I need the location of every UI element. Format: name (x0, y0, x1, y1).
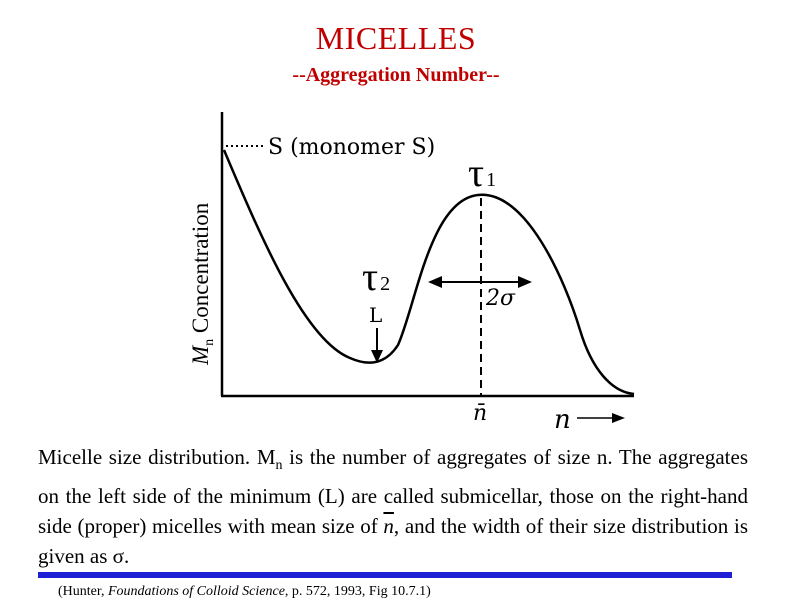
mean-label: n̄ (473, 401, 487, 426)
figure-caption: Micelle size distribution. Mn is the num… (38, 445, 749, 569)
width-arrowhead-left (428, 276, 442, 288)
page-title: MICELLES (315, 20, 477, 56)
minimum-arrowhead (371, 350, 383, 363)
citation: (Hunter, Foundations of Colloid Science,… (58, 584, 431, 599)
divider-rule (38, 572, 732, 578)
distribution-curve (222, 149, 635, 396)
monomer-label: S (monomer S) (268, 135, 435, 160)
x-axis-arrowhead (612, 413, 625, 423)
x-axis-label: n (554, 405, 571, 435)
width-label: 2σ (485, 286, 516, 311)
y-axis-label: Mn Concentration (188, 202, 217, 366)
caption-mean-symbol: n (383, 514, 394, 539)
page-subtitle: --Aggregation Number-- (292, 64, 500, 86)
citation-book-title: Foundations of Colloid Science (107, 584, 285, 599)
minimum-label: L (369, 303, 382, 327)
caption-subscript-n: n (275, 458, 283, 474)
width-arrowhead-right (518, 276, 532, 288)
